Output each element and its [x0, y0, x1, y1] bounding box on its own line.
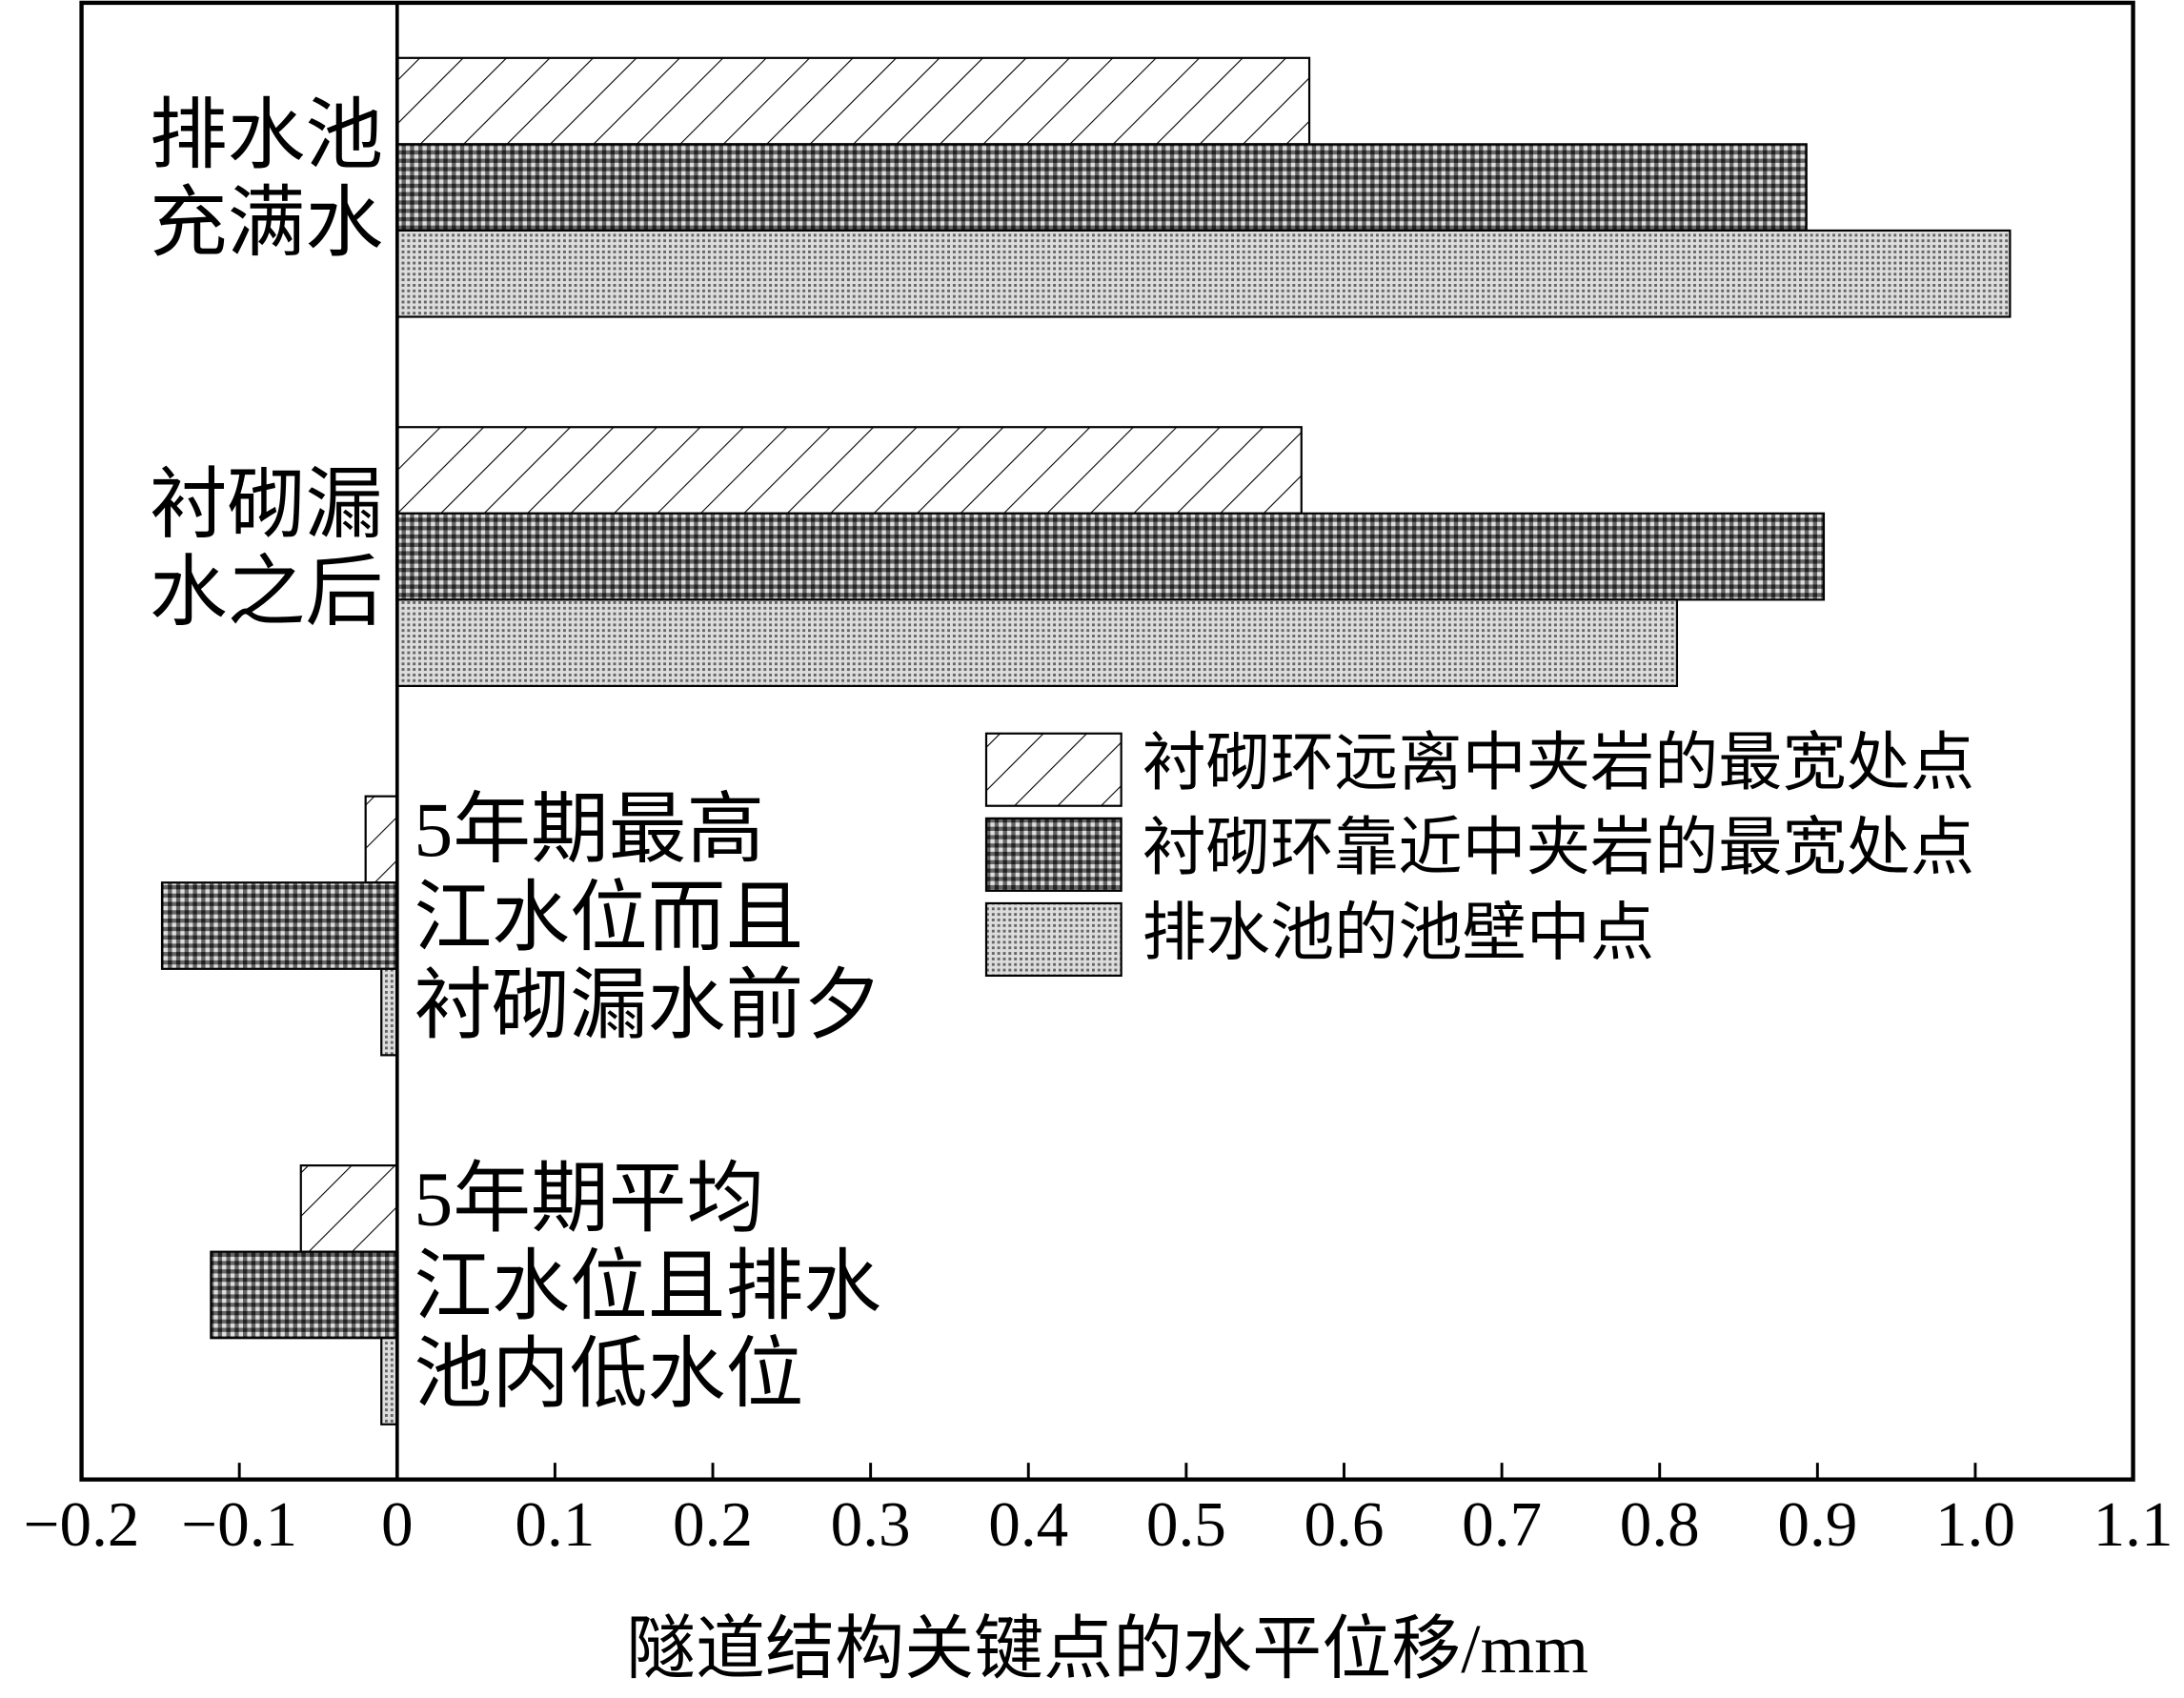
category-label: 充满水 — [150, 179, 383, 266]
plot-frame — [79, 0, 2135, 1482]
bar — [395, 143, 1808, 232]
category-label: 5年期平均 — [414, 1156, 764, 1243]
category-label: 5年期最高 — [414, 786, 764, 873]
bar — [395, 598, 1679, 688]
x-tick-label: 0.1 — [515, 1488, 595, 1560]
x-tick-label: 0.8 — [1620, 1488, 1700, 1560]
legend-swatch — [984, 901, 1122, 978]
category-label: 衬砌漏水前夕 — [414, 961, 881, 1048]
category-label: 水之后 — [150, 549, 383, 636]
x-tick-label: 0.7 — [1462, 1488, 1542, 1560]
legend-swatch — [984, 732, 1122, 807]
bar — [395, 56, 1311, 146]
bar — [395, 512, 1826, 601]
x-tick-label: −0.1 — [181, 1488, 297, 1560]
bar — [299, 1164, 398, 1253]
x-tick-label: 0.6 — [1304, 1488, 1384, 1560]
bar — [210, 1250, 398, 1340]
x-tick-label: 0.5 — [1146, 1488, 1226, 1560]
x-axis-label: 隧道结构关键点的水平位移/mm — [626, 1610, 1588, 1688]
x-tick-label: 1.0 — [1935, 1488, 2015, 1560]
x-tick-label: −0.2 — [24, 1488, 140, 1560]
category-label: 池内低水位 — [414, 1331, 803, 1418]
bar — [160, 881, 398, 970]
x-tick-label: 1.1 — [2093, 1488, 2174, 1560]
x-tick-label: 0.3 — [831, 1488, 911, 1560]
bar — [395, 229, 2012, 318]
category-label: 排水池 — [150, 91, 383, 178]
legend-label: 排水池的池壁中点 — [1143, 897, 1655, 968]
bar — [380, 967, 398, 1057]
category-label: 衬砌漏 — [150, 461, 383, 548]
category-label: 江水位而且 — [414, 874, 803, 960]
category-label: 江水位且排水 — [414, 1243, 881, 1330]
legend-swatch — [984, 817, 1122, 892]
x-tick-label: 0.2 — [673, 1488, 753, 1560]
x-tick-label: 0 — [381, 1488, 414, 1560]
legend-label: 衬砌环靠近中夹岩的最宽处点 — [1143, 812, 1974, 883]
bar — [395, 426, 1303, 515]
bar — [364, 795, 398, 884]
x-tick-label: 0.9 — [1777, 1488, 1857, 1560]
legend-label: 衬砌环远离中夹岩的最宽处点 — [1143, 727, 1974, 798]
bar — [380, 1337, 398, 1425]
x-tick-label: 0.4 — [988, 1488, 1068, 1560]
